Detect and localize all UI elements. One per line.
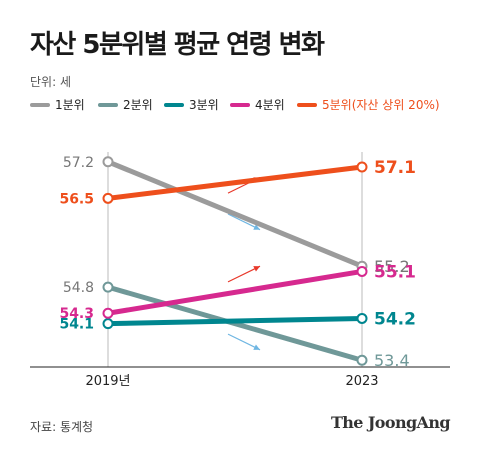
trend-arrow-head-2	[253, 266, 260, 272]
series-line-q1	[107, 159, 363, 269]
legend-swatch-q5	[297, 103, 317, 107]
source-note: 자료: 통계청	[30, 420, 94, 434]
legend-swatch-q1	[30, 103, 50, 107]
legend-label-q5: 5분위(자산 상위 20%)	[322, 98, 440, 112]
chart-title: 자산 5분위별 평균 연령 변화	[30, 30, 325, 60]
series-line-q2	[107, 284, 363, 363]
data-point-q3-0	[102, 318, 114, 330]
data-label-q2-2019: 54.8	[63, 280, 94, 296]
trend-arrow-head-3	[253, 344, 260, 350]
data-label-q2-2023: 53.4	[374, 351, 410, 370]
data-point-q4-0	[102, 307, 114, 319]
data-label-q5-2019: 56.5	[59, 191, 94, 207]
data-label-q1-2019: 57.2	[63, 155, 94, 171]
data-label-q5-2023: 57.1	[374, 158, 416, 178]
data-point-q1-0	[102, 156, 114, 168]
legend-item-q1: 1분위	[30, 97, 85, 113]
data-point-q5-0	[102, 192, 114, 204]
legend-swatch-q4	[230, 103, 250, 107]
legend-label-q3: 3분위	[189, 98, 219, 112]
legend-label-q2: 2분위	[123, 98, 153, 112]
legend: 1분위 2분위 3분위 4분위 5분위(자산 상위 20%)	[30, 97, 470, 115]
data-label-q4-2019: 54.3	[59, 306, 94, 322]
brand-logo: The JoongAng	[330, 413, 451, 432]
x-tick-label-1: 2023	[345, 374, 378, 389]
data-point-q2-1	[356, 354, 368, 366]
data-point-q2-0	[102, 281, 114, 293]
legend-swatch-q2	[98, 103, 118, 107]
legend-item-q2: 2분위	[98, 97, 153, 113]
legend-item-q3: 3분위	[164, 97, 219, 113]
series-line-q3	[107, 315, 363, 327]
data-label-q3-2023: 54.2	[374, 309, 416, 329]
unit-label: 단위: 세	[30, 75, 71, 89]
series-line-q5	[107, 164, 363, 201]
legend-label-q4: 4분위	[255, 98, 285, 112]
data-label-q4-2023: 55.1	[374, 262, 416, 282]
data-point-q3-1	[356, 312, 368, 324]
data-label-q3-2019: 54.1	[59, 317, 94, 333]
data-point-q5-1	[356, 161, 368, 173]
legend-label-q1: 1분위	[55, 98, 85, 112]
data-label-q1-2023: 55.2	[374, 257, 410, 276]
legend-swatch-q3	[164, 103, 184, 107]
legend-item-q4: 4분위	[230, 97, 285, 113]
data-point-q4-1	[356, 265, 368, 277]
trend-arrow-head-1	[253, 224, 260, 230]
series-line-q4	[107, 268, 363, 316]
x-tick-label-0: 2019년	[85, 374, 130, 389]
legend-item-q5: 5분위(자산 상위 20%)	[297, 97, 440, 113]
